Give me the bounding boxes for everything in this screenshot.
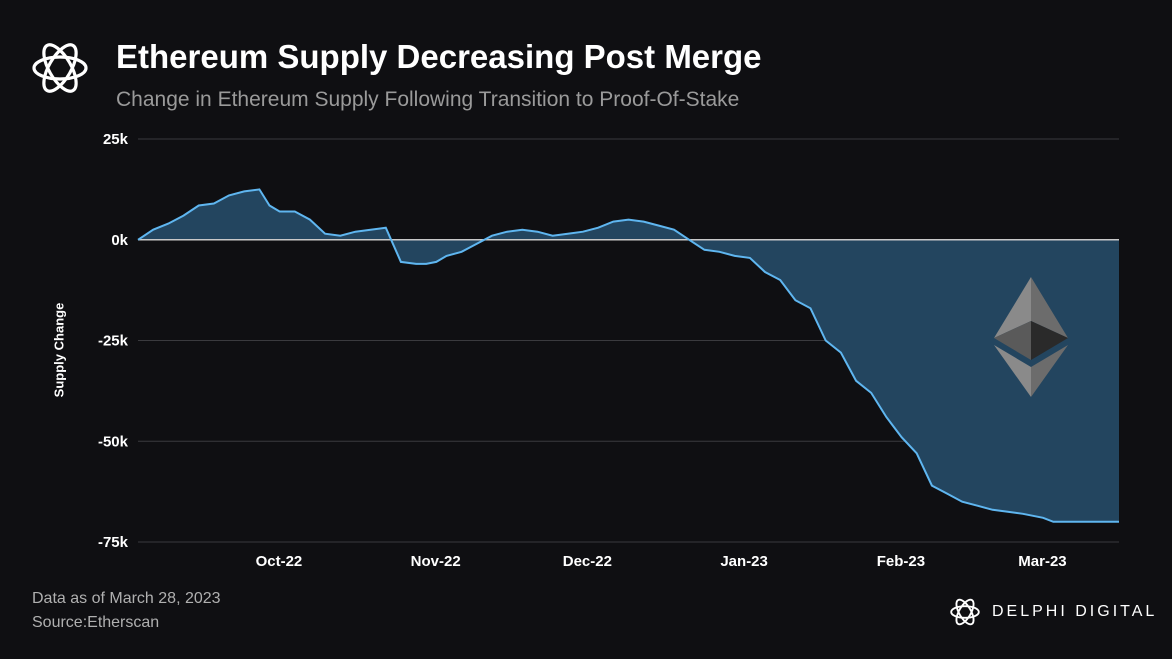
source-note: Source:Etherscan <box>32 614 160 631</box>
y-tick-label: -50k <box>98 433 129 450</box>
x-tick-label: Mar-23 <box>1018 553 1066 570</box>
page-title: Ethereum Supply Decreasing Post Merge <box>116 38 762 75</box>
y-tick-label: 25k <box>103 131 129 148</box>
y-tick-label: 0k <box>111 232 128 249</box>
y-axis-ticks: 25k 0k -25k -50k -75k <box>98 131 129 551</box>
x-axis-ticks: Oct-22 Nov-22 Dec-22 Jan-23 Feb-23 Mar-23 <box>256 553 1067 570</box>
brand-mark: DELPHI DIGITAL <box>948 594 1157 630</box>
x-tick-label: Oct-22 <box>256 553 303 570</box>
data-date-note: Data as of March 28, 2023 <box>32 590 221 607</box>
y-tick-label: -75k <box>98 534 129 551</box>
x-tick-label: Feb-23 <box>877 553 925 570</box>
brand-name: DELPHI DIGITAL <box>992 603 1158 620</box>
supply-area <box>138 189 1119 522</box>
x-tick-label: Dec-22 <box>563 553 612 570</box>
x-tick-label: Jan-23 <box>720 553 768 570</box>
y-tick-label: -25k <box>98 333 129 350</box>
delphi-flower-icon <box>950 598 980 626</box>
delphi-flower-icon <box>32 43 88 93</box>
page-subtitle: Change in Ethereum Supply Following Tran… <box>116 88 740 111</box>
ethereum-logo-icon <box>994 277 1068 397</box>
x-tick-label: Nov-22 <box>411 553 461 570</box>
supply-line <box>137 188 1119 523</box>
